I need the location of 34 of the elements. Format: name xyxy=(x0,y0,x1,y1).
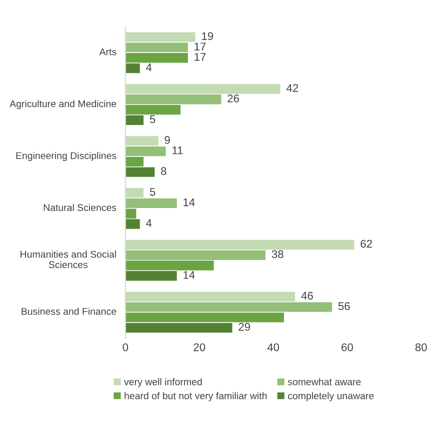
data-label: 5 xyxy=(150,188,156,196)
data-label: 46 xyxy=(301,292,313,300)
y-tick-label: Engineering Disciplines xyxy=(16,152,116,162)
data-label: 5 xyxy=(150,115,156,124)
data-label: 17 xyxy=(194,53,206,61)
data-label: 29 xyxy=(238,322,250,331)
x-tick-label: 40 xyxy=(267,343,280,352)
data-label: 17 xyxy=(194,42,206,50)
data-label: 19 xyxy=(202,32,214,40)
data-label: 9 xyxy=(164,136,170,144)
y-tick-label: Arts xyxy=(99,48,116,56)
data-label: 8 xyxy=(161,167,166,176)
data-label: 4 xyxy=(146,63,152,72)
data-label: 56 xyxy=(338,302,350,310)
data-label: 14 xyxy=(184,198,195,206)
data-label: 38 xyxy=(272,250,284,258)
x-tick-label: 80 xyxy=(415,343,427,352)
y-tick-label: Natural Sciences xyxy=(44,204,116,212)
legend-label: completely unaware xyxy=(288,392,374,402)
data-label: 42 xyxy=(286,84,298,92)
data-label: 26 xyxy=(228,94,239,102)
data-label: 4 xyxy=(146,219,152,227)
data-label: 14 xyxy=(184,271,195,279)
y-tick-label: Agriculture and Medicine xyxy=(10,100,116,110)
x-tick-label: 20 xyxy=(194,343,206,352)
x-tick-label: 0 xyxy=(122,343,128,352)
legend-label: heard of but not very familiar with xyxy=(124,392,267,402)
y-tick-label: Business and Finance xyxy=(22,308,116,315)
y-tick-label: Humanities and Social Sciences xyxy=(20,250,116,268)
x-tick-label: 60 xyxy=(342,343,353,352)
legend-label: very well informed xyxy=(124,378,202,388)
data-label: 62 xyxy=(360,240,372,248)
data-label: 11 xyxy=(172,146,183,154)
legend-label: somewhat aware xyxy=(288,378,361,386)
